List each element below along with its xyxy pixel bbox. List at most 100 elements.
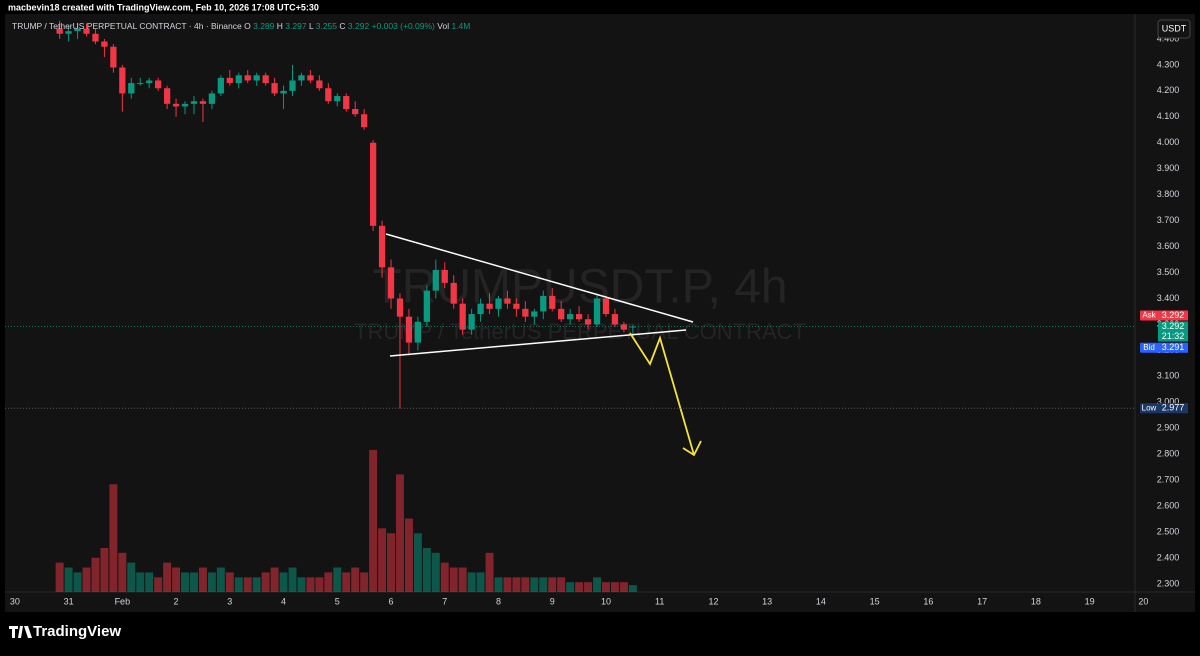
candle-body	[468, 314, 475, 330]
volume-bar	[422, 547, 431, 592]
candle-body	[56, 28, 63, 34]
volume-bar	[243, 577, 252, 592]
volume-bar	[73, 572, 82, 592]
candle-body	[459, 303, 466, 330]
volume-bar	[270, 567, 279, 592]
volume-bar	[593, 577, 601, 592]
candle-body	[65, 31, 72, 34]
candle-body	[575, 314, 583, 320]
candle-body	[593, 298, 601, 325]
volume-bar	[181, 572, 190, 592]
volume-bar	[100, 547, 109, 592]
legend-value: 3.289	[253, 21, 275, 31]
candle-body	[334, 96, 341, 102]
y-tick-label: 3.400	[1157, 293, 1180, 303]
volume-bar	[145, 572, 154, 592]
candle-body	[540, 295, 547, 312]
candle-body	[298, 75, 305, 81]
x-tick-label: 4	[281, 596, 286, 606]
y-tick-label: 3.800	[1157, 189, 1180, 199]
x-tick-label: 9	[550, 596, 555, 606]
volume-bar	[154, 577, 163, 592]
volume-bar	[628, 585, 637, 592]
volume-bar	[198, 567, 207, 592]
candle-body	[477, 303, 484, 315]
y-tick-label: 2.600	[1157, 500, 1180, 510]
volume-bar	[288, 567, 297, 592]
volume-bar	[619, 582, 628, 592]
volume-bar	[467, 572, 476, 592]
x-tick-label: 18	[1031, 596, 1041, 606]
credit: macbevin18 created with TradingView.com,…	[8, 2, 319, 12]
candle-body	[513, 303, 520, 309]
y-tick-label: 4.300	[1157, 59, 1180, 69]
volume-bar	[136, 572, 145, 592]
volume-bar	[494, 577, 503, 592]
candle-body	[325, 88, 332, 102]
x-tick-label: 10	[601, 596, 611, 606]
volume-bar	[252, 577, 261, 592]
candle-body	[253, 75, 260, 81]
candle-body	[352, 109, 359, 115]
candle-body	[172, 103, 180, 107]
volume-bar	[378, 528, 387, 592]
volume-bar	[163, 562, 172, 592]
x-tick-label: 14	[816, 596, 826, 606]
candle-body	[549, 295, 556, 309]
y-tick-label: 3.900	[1157, 163, 1180, 173]
legend-symbol: TRUMP / TetherUS PERPETUAL CONTRACT · 4h…	[12, 21, 242, 31]
countdown: 21:32	[1162, 331, 1185, 341]
candle-body	[396, 298, 404, 317]
candle-body	[262, 75, 269, 84]
candle-body	[361, 114, 368, 128]
currency-button[interactable]	[1157, 19, 1191, 39]
x-tick-label: 12	[708, 596, 718, 606]
volume-bar	[395, 474, 404, 592]
volume-bar	[225, 572, 234, 592]
candle-body	[226, 77, 233, 84]
currency-label[interactable]: USDT	[1162, 23, 1187, 33]
y-tick-label: 2.500	[1157, 526, 1180, 536]
candle-body	[343, 96, 350, 110]
candle-body	[307, 75, 314, 81]
volume-bar	[440, 562, 449, 592]
volume-bar	[458, 567, 467, 592]
x-tick-label: 5	[335, 596, 340, 606]
candle-body	[271, 83, 278, 94]
volume-bar	[109, 484, 118, 592]
volume-bar	[387, 533, 395, 592]
volume-bar	[610, 582, 619, 592]
marker-label: Ask	[1142, 311, 1156, 320]
x-tick-label: 8	[496, 596, 501, 606]
x-tick-label: 19	[1085, 596, 1095, 606]
x-tick-label: 11	[655, 596, 664, 606]
candle-body	[441, 269, 448, 283]
candle-body	[495, 298, 502, 309]
legend-value: 3.297	[285, 21, 307, 31]
candle-body	[522, 308, 529, 317]
volume-bar	[118, 552, 127, 592]
volume-bar	[324, 572, 333, 592]
volume-bar	[91, 557, 100, 592]
legend-value: +0.003 (+0.09%)	[372, 21, 435, 31]
volume-bar	[190, 572, 198, 592]
candle-body	[531, 311, 538, 317]
candle-body	[83, 28, 90, 34]
marker-value: 2.977	[1162, 403, 1185, 413]
x-tick-label: 13	[762, 596, 772, 606]
volume-bar	[306, 577, 315, 592]
candle-body	[235, 75, 242, 84]
x-tick-label: 2	[174, 596, 179, 606]
candle-body	[405, 316, 413, 343]
volume-bar	[503, 577, 512, 592]
volume-bar	[369, 450, 378, 592]
trendline-lower	[389, 329, 687, 357]
volume-bar	[216, 567, 225, 592]
volume-bar	[431, 552, 440, 592]
volume-bar	[279, 572, 288, 592]
marker-label: Bid	[1143, 343, 1155, 352]
candle-body	[208, 93, 216, 104]
legend-value: 3.255	[316, 21, 338, 31]
